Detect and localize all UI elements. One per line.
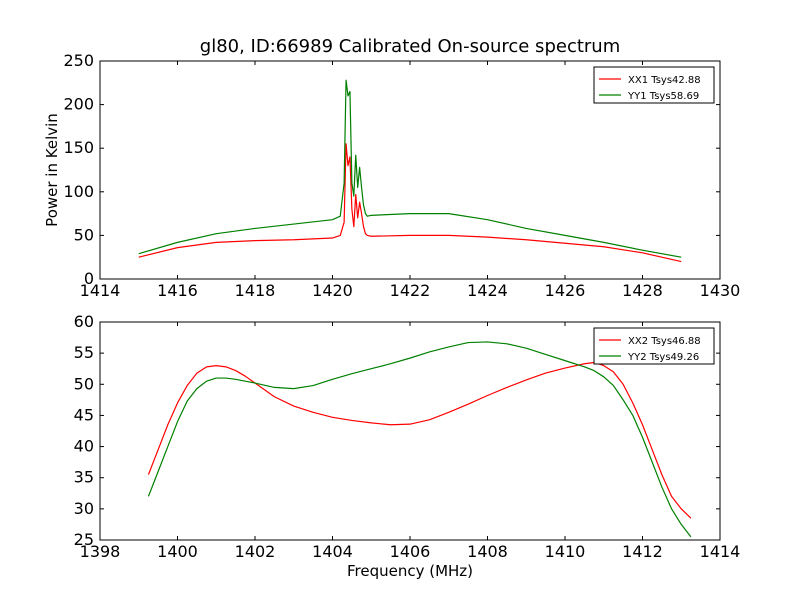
series-line	[138, 79, 682, 258]
x-tick-label: 1418	[235, 281, 276, 300]
y-tick-label: 30	[74, 499, 94, 518]
x-tick-label: 1400	[157, 542, 198, 561]
x-tick-label: 1408	[467, 542, 508, 561]
y-tick-label: 45	[74, 405, 94, 424]
series-line	[147, 341, 692, 538]
y-tick-label: 35	[74, 468, 94, 487]
y-tick-label: 150	[63, 138, 94, 157]
x-tick-label: 1416	[157, 281, 198, 300]
legend-label: XX1 Tsys42.88	[628, 75, 701, 86]
y-tick-label: 60	[74, 312, 94, 331]
x-tick-label: 1398	[80, 542, 121, 561]
y-tick-label: 50	[74, 374, 94, 393]
y-tick-label: 25	[74, 530, 94, 549]
y-tick-label: 0	[84, 269, 94, 288]
y-tick-label: 200	[63, 95, 94, 114]
x-tick-label: 1404	[312, 542, 353, 561]
bottom-panel: 1398 1400 1402 1404 1406 1408 1410 1412 1414 25 30…	[74, 312, 741, 580]
legend: XX2 Tsys46.88 YY2 Tsys49.26	[593, 327, 715, 365]
top-panel: 1414 1416 1418 1420 1422 1424 1426 1428 1430 0 50 1…	[43, 51, 740, 300]
x-tick-label: 1410	[545, 542, 586, 561]
x-tick-label: 1414	[700, 542, 741, 561]
x-tick-label: 1402	[235, 542, 276, 561]
x-tick-label: 1430	[700, 281, 741, 300]
legend: XX1 Tsys42.88 YY1 Tsys58.69	[593, 66, 715, 104]
x-tick-label: 1428	[622, 281, 663, 300]
x-tick-label: 1426	[545, 281, 586, 300]
chart-title: gl80, ID:66989 Calibrated On-source spec…	[200, 36, 620, 57]
y-tick-label: 55	[74, 343, 94, 362]
x-tick-label: 1420	[312, 281, 353, 300]
x-tick-label: 1414	[80, 281, 121, 300]
x-tick-label: 1422	[390, 281, 431, 300]
legend-label: XX2 Tsys46.88	[628, 336, 701, 347]
y-tick-label: 250	[63, 51, 94, 70]
x-tick-label: 1412	[622, 542, 663, 561]
y-tick-label: 100	[63, 182, 94, 201]
x-tick-label: 1424	[467, 281, 508, 300]
series-line	[147, 361, 692, 519]
legend-box	[593, 66, 715, 104]
legend-label: YY2 Tsys49.26	[627, 352, 699, 363]
y-tick-label: 40	[74, 437, 94, 456]
x-axis-label: Frequency (MHz)	[347, 562, 473, 580]
legend-box	[593, 327, 715, 365]
series-line	[138, 143, 682, 263]
y-tick-label: 50	[74, 225, 94, 244]
y-axis-label: Power in Kelvin	[43, 113, 61, 227]
legend-label: YY1 Tsys58.69	[627, 91, 699, 102]
x-tick-label: 1406	[390, 542, 431, 561]
